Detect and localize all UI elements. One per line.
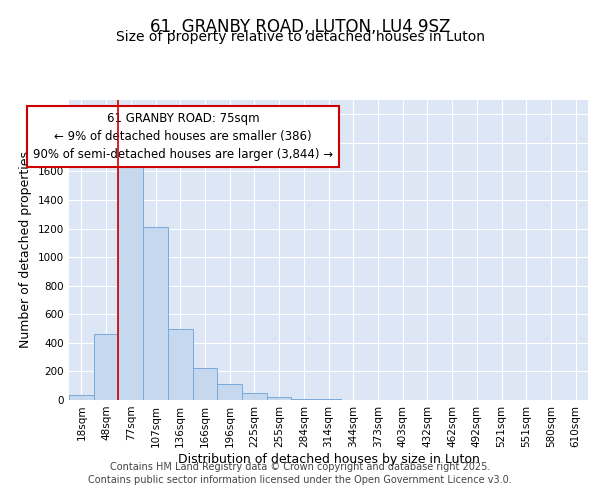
- Bar: [143, 227, 168, 400]
- Bar: [69, 395, 94, 400]
- Bar: [292, 398, 316, 400]
- Text: Contains HM Land Registry data © Crown copyright and database right 2025.: Contains HM Land Registry data © Crown c…: [110, 462, 490, 472]
- X-axis label: Distribution of detached houses by size in Luton: Distribution of detached houses by size …: [178, 452, 479, 466]
- Bar: [168, 328, 193, 400]
- Bar: [267, 397, 292, 400]
- Text: 61 GRANBY ROAD: 75sqm
← 9% of detached houses are smaller (386)
90% of semi-deta: 61 GRANBY ROAD: 75sqm ← 9% of detached h…: [33, 112, 333, 161]
- Bar: [94, 334, 118, 400]
- Bar: [193, 368, 217, 400]
- Text: Contains public sector information licensed under the Open Government Licence v3: Contains public sector information licen…: [88, 475, 512, 485]
- Text: 61, GRANBY ROAD, LUTON, LU4 9SZ: 61, GRANBY ROAD, LUTON, LU4 9SZ: [150, 18, 450, 36]
- Y-axis label: Number of detached properties: Number of detached properties: [19, 152, 32, 348]
- Text: Size of property relative to detached houses in Luton: Size of property relative to detached ho…: [115, 30, 485, 44]
- Bar: [242, 393, 267, 400]
- Bar: [217, 384, 242, 400]
- Bar: [118, 167, 143, 400]
